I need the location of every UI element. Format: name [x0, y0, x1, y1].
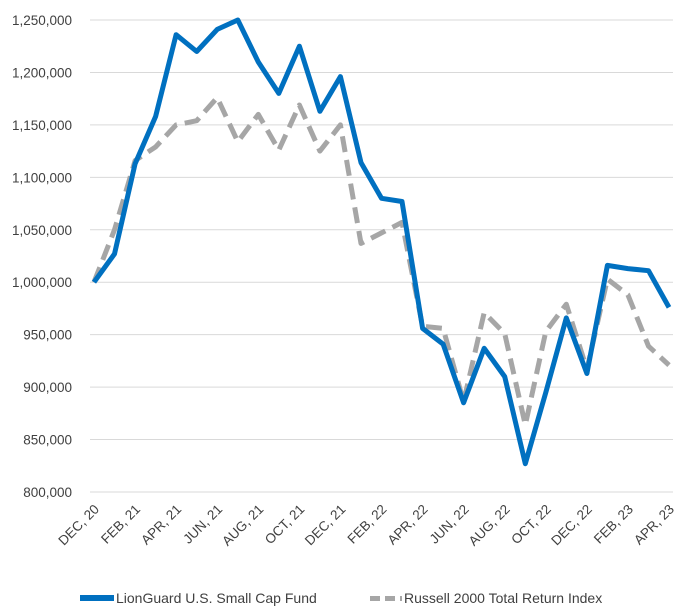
x-tick-label: DEC, 22: [548, 502, 595, 549]
x-tick-label: FEB, 22: [345, 502, 390, 547]
y-tick-label: 950,000: [23, 328, 72, 343]
x-tick-label: OCT, 22: [508, 502, 554, 548]
x-tick-label: OCT, 21: [262, 502, 308, 548]
x-tick-label: JUN, 22: [427, 502, 472, 547]
legend-label-fund: LionGuard U.S. Small Cap Fund: [116, 590, 317, 606]
legend: LionGuard U.S. Small Cap Fund Russell 20…: [0, 590, 679, 614]
legend-item-index: Russell 2000 Total Return Index: [368, 590, 602, 606]
x-tick-label: APR, 22: [385, 502, 431, 548]
y-axis: 800,000 850,000 900,000 950,000 1,000,000 1,0…: [12, 13, 72, 500]
series-line-fund: [91, 17, 672, 467]
legend-item-fund: LionGuard U.S. Small Cap Fund: [80, 590, 317, 606]
legend-label-index: Russell 2000 Total Return Index: [404, 590, 603, 606]
y-tick-label: 1,200,000: [12, 65, 72, 80]
x-tick-label: FEB, 21: [98, 502, 143, 547]
y-tick-label: 1,000,000: [12, 275, 72, 290]
x-tick-label: DEC, 20: [55, 502, 102, 549]
x-tick-label: AUG, 22: [466, 502, 513, 549]
x-tick-label: FEB, 23: [591, 502, 636, 547]
x-tick-label: APR, 21: [138, 502, 184, 548]
y-tick-label: 1,250,000: [12, 13, 72, 28]
y-tick-label: 900,000: [23, 380, 72, 395]
series-lines: [91, 17, 672, 467]
y-tick-label: 1,050,000: [12, 223, 72, 238]
x-tick-label: DEC, 21: [302, 502, 349, 549]
y-tick-label: 800,000: [23, 485, 72, 500]
y-tick-label: 1,150,000: [12, 118, 72, 133]
legend-swatch-index: [370, 596, 402, 601]
line-chart: 800,000 850,000 900,000 950,000 1,000,000 1,0…: [12, 13, 677, 549]
gridlines: [90, 19, 673, 493]
x-tick-label: APR, 23: [631, 502, 677, 548]
x-tick-label: JUN, 21: [180, 502, 225, 547]
y-tick-label: 1,100,000: [12, 170, 72, 185]
y-tick-label: 850,000: [23, 433, 72, 448]
x-tick-label: AUG, 21: [219, 502, 266, 549]
series-line-index: [91, 95, 671, 428]
legend-swatch-fund: [80, 595, 114, 601]
